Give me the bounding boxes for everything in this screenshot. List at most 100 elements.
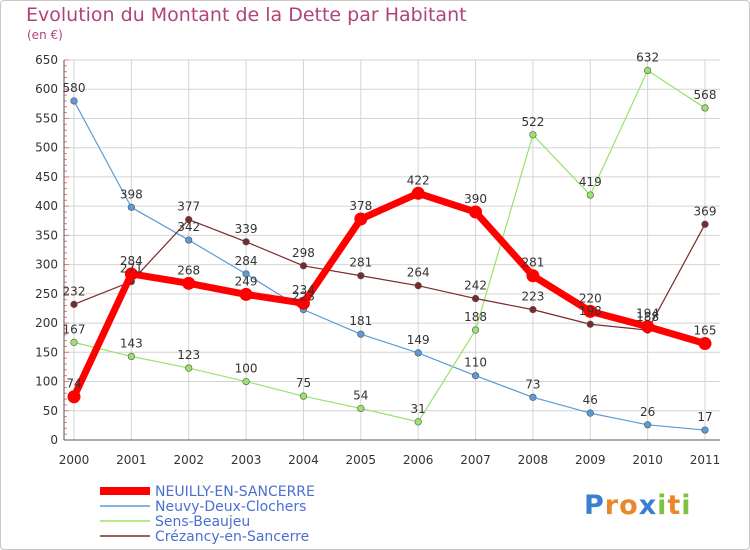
y-tick-label: 550: [35, 111, 58, 125]
y-tick-label: 0: [50, 433, 58, 447]
x-tick-label: 2006: [403, 453, 434, 467]
data-label: 422: [407, 173, 430, 187]
axes: 0 50 100 150 200 250 300 350 400 450 500 550 600 650 2…: [35, 53, 720, 467]
series-line: [73, 100, 706, 431]
data-label: 264: [407, 266, 430, 280]
data-label: 17: [697, 410, 712, 424]
gridlines: [64, 59, 720, 441]
data-point: [586, 320, 594, 328]
data-point: [127, 203, 135, 211]
data-point: [529, 306, 537, 314]
data-label: 419: [579, 175, 602, 189]
data-point: [357, 330, 365, 338]
data-label: 568: [694, 88, 717, 102]
logo-letter: i: [657, 490, 668, 521]
series-line: [73, 69, 706, 423]
data-label: 390: [464, 192, 487, 206]
data-label: 54: [353, 388, 368, 402]
data-label: 223: [292, 290, 315, 304]
data-label: 46: [583, 393, 598, 407]
legend-label: NEUILLY-EN-SANCERRE: [155, 484, 315, 500]
y-tick-label: 500: [35, 141, 58, 155]
data-point: [414, 349, 422, 357]
data-label: 377: [177, 200, 200, 214]
data-labels: 74 284 268 249 234 378 422 390 281 220 194 165 580 39…: [63, 51, 717, 425]
data-label: 149: [407, 333, 430, 347]
y-tick-label: 400: [35, 199, 58, 213]
y-tick-label: 150: [35, 345, 58, 359]
logo-letter: t: [667, 490, 682, 521]
x-tick-label: 2003: [231, 453, 262, 467]
data-label: 249: [235, 274, 258, 288]
data-point: [299, 392, 308, 400]
data-point: [529, 131, 537, 139]
data-label: 268: [177, 263, 200, 277]
data-label: 522: [521, 115, 544, 129]
data-label: 26: [640, 405, 655, 419]
data-label: 75: [296, 376, 311, 390]
legend: NEUILLY-EN-SANCERRENeuvy-Deux-ClochersSe…: [100, 484, 315, 545]
plot-area: [64, 60, 720, 440]
y-tick-label: 650: [35, 53, 58, 67]
data-point: [67, 390, 81, 404]
data-point: [471, 294, 480, 303]
data-point: [185, 364, 193, 372]
data-label: 220: [579, 291, 602, 305]
series-lines: [67, 66, 712, 434]
data-label: 181: [349, 314, 372, 328]
legend-label: Crézancy-en-Sancerre: [155, 529, 309, 545]
data-point: [414, 418, 422, 426]
data-label: 100: [235, 362, 258, 376]
series-line: [70, 189, 709, 401]
x-tick-label: 2000: [59, 453, 90, 467]
data-label: 284: [235, 254, 258, 268]
y-tick-label: 250: [35, 287, 58, 301]
data-point: [701, 104, 709, 112]
data-point: [124, 267, 138, 281]
data-label: 339: [235, 222, 258, 236]
data-point: [357, 272, 365, 280]
chart-title: Evolution du Montant de la Dette par Hab…: [26, 4, 467, 26]
data-label: 188: [464, 310, 487, 324]
x-tick-label: 2007: [460, 453, 491, 467]
data-label: 167: [63, 322, 86, 336]
x-tick-label: 2002: [173, 453, 204, 467]
data-point: [526, 269, 540, 283]
data-point: [701, 426, 709, 434]
data-label: 232: [63, 284, 86, 298]
data-point: [586, 409, 594, 417]
data-label: 31: [411, 402, 426, 416]
data-point: [182, 276, 196, 290]
data-label: 194: [636, 307, 659, 321]
data-point: [70, 300, 78, 308]
y-tick-label: 450: [35, 170, 58, 184]
legend-label: Sens-Beaujeu: [155, 514, 250, 530]
data-label: 298: [292, 246, 315, 260]
logo-letter: x: [638, 490, 658, 521]
data-label: 281: [349, 256, 372, 270]
data-point: [471, 326, 480, 334]
data-point: [242, 270, 250, 278]
data-label: 73: [525, 377, 540, 391]
y-tick-label: 200: [35, 316, 58, 330]
x-tick-label: 2009: [575, 453, 606, 467]
data-label: 223: [521, 290, 544, 304]
data-label: 165: [694, 324, 717, 338]
data-point: [185, 216, 193, 224]
y-tick-label: 300: [35, 258, 58, 272]
data-point: [242, 238, 250, 246]
x-tick-label: 2011: [690, 453, 721, 467]
data-point: [644, 421, 652, 429]
x-tick-label: 2010: [632, 453, 663, 467]
data-label: 398: [120, 187, 143, 201]
data-point: [583, 304, 597, 318]
series-line: [73, 219, 706, 331]
data-point: [299, 262, 308, 270]
legend-label: Neuvy-Deux-Clochers: [155, 499, 306, 515]
y-tick-label: 50: [43, 404, 58, 418]
data-point: [414, 282, 422, 290]
data-point: [471, 372, 480, 380]
data-point: [698, 337, 712, 351]
data-point: [357, 404, 365, 413]
